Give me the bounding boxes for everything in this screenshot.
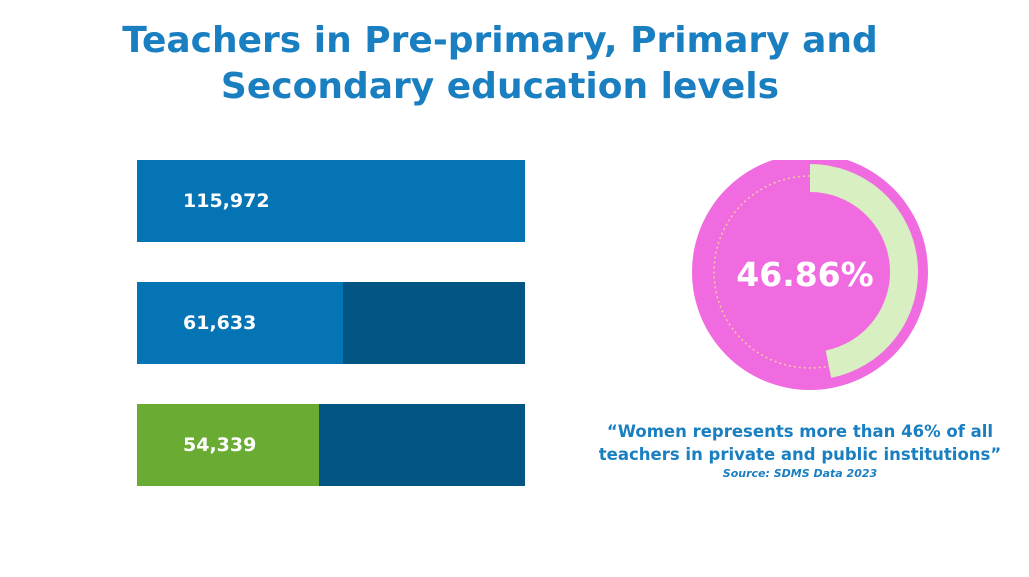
bar-fill <box>137 160 525 242</box>
bar-3: 54,339 <box>137 404 525 486</box>
source-note: Source: SDMS Data 2023 <box>722 467 878 480</box>
bar-fill <box>137 282 343 364</box>
donut-chart <box>692 160 928 390</box>
chart-title: Teachers in Pre-primary, Primary and Sec… <box>122 20 878 107</box>
donut-value-arc <box>809 164 918 378</box>
bar-value-label: 54,339 <box>183 434 257 456</box>
quote-text: “Women represents more than 46% of all t… <box>598 422 1002 464</box>
bar-fill <box>137 404 319 486</box>
bar-chart: 115,972 61,633 54,339 <box>137 160 525 490</box>
donut-value-label: 46.86% <box>736 255 874 294</box>
bar-value-label: 115,972 <box>183 190 270 212</box>
bar-value-label: 61,633 <box>183 312 257 334</box>
bar-1: 115,972 <box>137 160 525 242</box>
bar-2: 61,633 <box>137 282 525 364</box>
